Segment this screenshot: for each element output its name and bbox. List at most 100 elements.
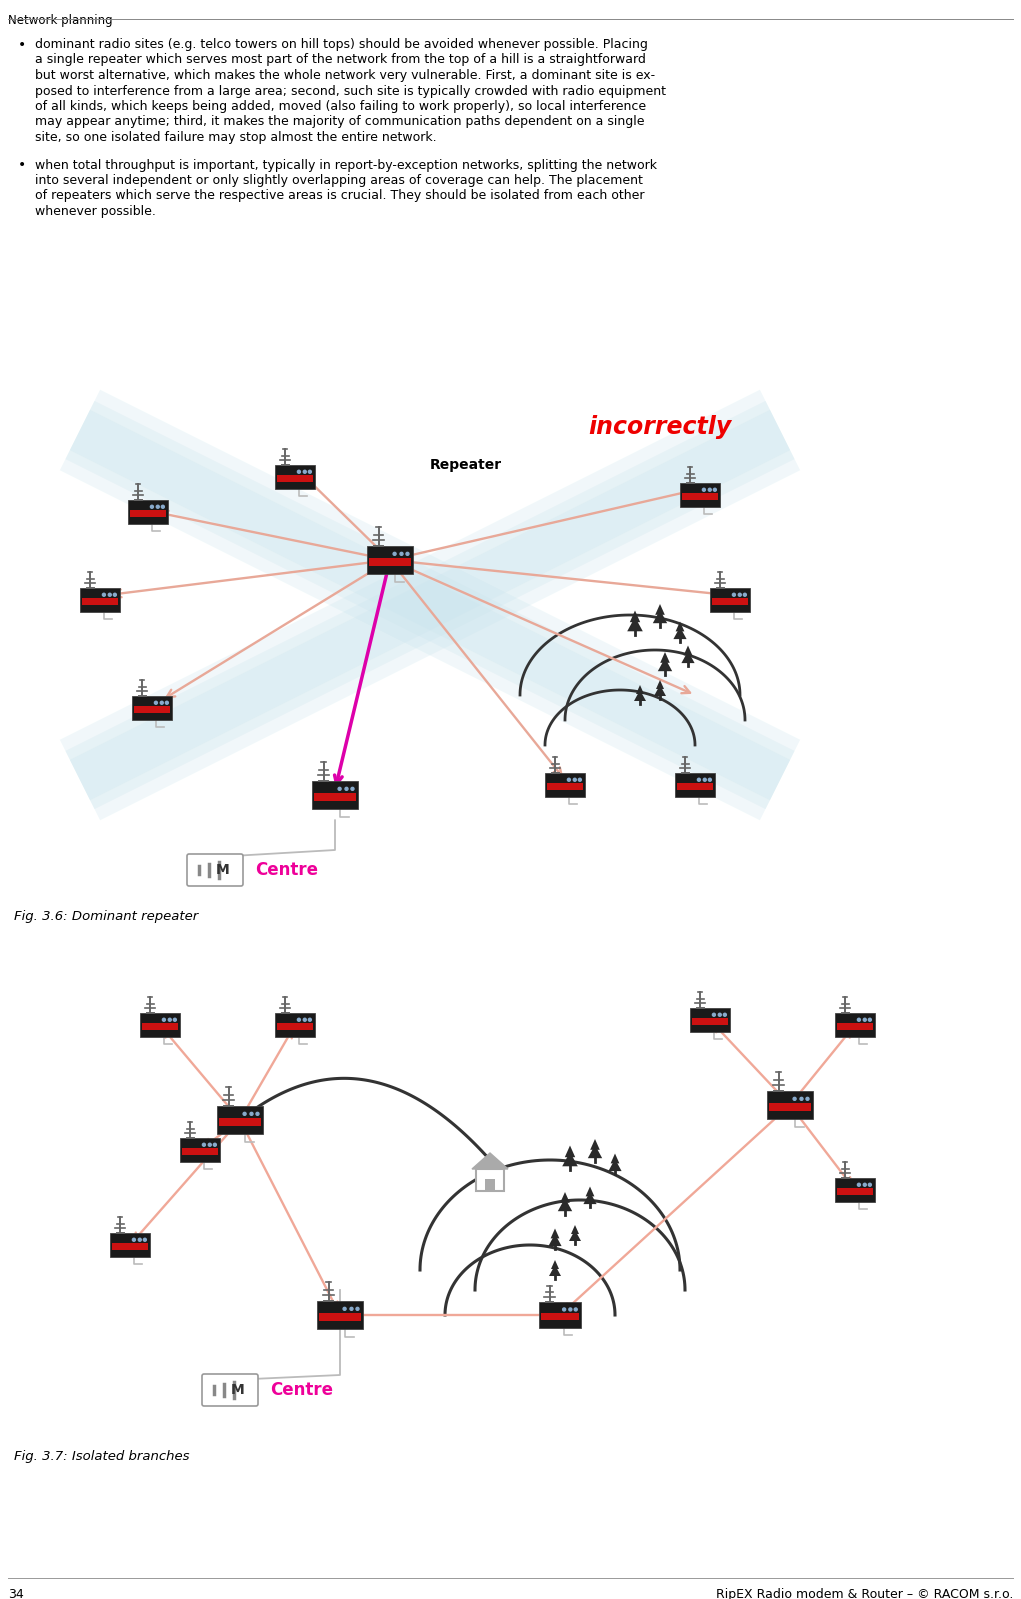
Bar	[81, 588, 119, 612]
Bar	[837, 1188, 873, 1194]
Circle shape	[308, 470, 311, 473]
Bar	[676, 772, 715, 796]
Circle shape	[250, 1113, 253, 1116]
Circle shape	[702, 488, 706, 491]
FancyArrowPatch shape	[791, 1030, 852, 1103]
Polygon shape	[655, 604, 665, 614]
Circle shape	[102, 593, 105, 596]
Circle shape	[156, 505, 159, 508]
Polygon shape	[627, 617, 643, 632]
Polygon shape	[565, 1145, 575, 1158]
Polygon shape	[472, 1153, 508, 1169]
Circle shape	[563, 1308, 566, 1311]
Bar	[135, 707, 169, 713]
Polygon shape	[652, 609, 667, 624]
Circle shape	[138, 1238, 141, 1241]
Polygon shape	[636, 684, 644, 694]
FancyArrowPatch shape	[395, 489, 690, 561]
Circle shape	[709, 779, 712, 782]
Bar	[711, 588, 749, 612]
Circle shape	[713, 1014, 716, 1017]
Circle shape	[743, 593, 746, 596]
Polygon shape	[557, 1198, 572, 1210]
Circle shape	[703, 779, 707, 782]
Circle shape	[574, 1308, 577, 1311]
Polygon shape	[69, 409, 790, 800]
Text: Fig. 3.6: Dominant repeater: Fig. 3.6: Dominant repeater	[14, 910, 198, 923]
Polygon shape	[583, 1191, 596, 1204]
Polygon shape	[561, 1191, 570, 1202]
Text: Fig. 3.7: Isolated branches: Fig. 3.7: Isolated branches	[14, 1450, 190, 1463]
Polygon shape	[609, 1159, 622, 1170]
Circle shape	[400, 552, 403, 555]
Polygon shape	[571, 1225, 579, 1234]
FancyArrowPatch shape	[299, 470, 386, 556]
Bar	[680, 483, 720, 507]
Bar	[369, 558, 411, 566]
Bar	[217, 1107, 263, 1134]
Bar	[713, 598, 747, 604]
Bar	[837, 1023, 873, 1030]
Circle shape	[350, 1308, 353, 1310]
Polygon shape	[65, 401, 794, 809]
Circle shape	[569, 1308, 572, 1311]
Bar	[539, 1303, 581, 1327]
Text: Centre: Centre	[270, 1382, 333, 1399]
FancyArrowPatch shape	[241, 1122, 338, 1310]
Bar	[314, 793, 356, 801]
Circle shape	[168, 1019, 172, 1022]
Circle shape	[697, 779, 700, 782]
Circle shape	[256, 1113, 259, 1116]
Circle shape	[161, 505, 164, 508]
Text: posed to interference from a large area; second, such site is typically crowded : posed to interference from a large area;…	[35, 85, 666, 98]
Circle shape	[793, 1097, 796, 1100]
Polygon shape	[611, 1153, 620, 1164]
Polygon shape	[563, 1151, 578, 1166]
Circle shape	[868, 1019, 871, 1022]
Circle shape	[406, 552, 409, 555]
Text: Centre: Centre	[255, 860, 318, 879]
Polygon shape	[569, 1230, 581, 1241]
Circle shape	[165, 702, 168, 704]
Bar	[276, 465, 314, 489]
Circle shape	[160, 702, 163, 704]
Bar	[131, 510, 165, 516]
Bar	[769, 1103, 811, 1111]
Polygon shape	[550, 1228, 560, 1238]
Circle shape	[568, 779, 571, 782]
Circle shape	[864, 1019, 866, 1022]
Polygon shape	[676, 622, 684, 632]
Polygon shape	[65, 401, 794, 809]
FancyArrowPatch shape	[335, 563, 389, 784]
Polygon shape	[630, 611, 640, 622]
Polygon shape	[590, 1138, 599, 1150]
Circle shape	[150, 505, 153, 508]
Text: Network planning: Network planning	[8, 14, 112, 27]
Polygon shape	[60, 390, 800, 820]
Bar	[485, 1178, 495, 1191]
Text: •: •	[18, 38, 27, 53]
Circle shape	[578, 779, 581, 782]
Circle shape	[174, 1019, 177, 1022]
Circle shape	[858, 1019, 861, 1022]
Polygon shape	[65, 401, 794, 809]
Bar	[276, 1014, 314, 1036]
Bar	[133, 696, 172, 720]
Text: of all kinds, which keeps being added, moved (also failing to work properly), so: of all kinds, which keeps being added, m…	[35, 101, 646, 114]
FancyArrowPatch shape	[393, 564, 562, 776]
Circle shape	[108, 593, 111, 596]
Circle shape	[297, 470, 300, 473]
FancyArrowPatch shape	[241, 1030, 292, 1118]
Circle shape	[723, 1014, 726, 1017]
Bar	[690, 1007, 730, 1031]
Text: 34: 34	[8, 1588, 23, 1599]
Bar	[181, 1138, 220, 1162]
Polygon shape	[657, 680, 664, 689]
Polygon shape	[588, 1145, 602, 1158]
Circle shape	[351, 787, 354, 790]
Bar	[312, 780, 358, 809]
Bar	[541, 1313, 579, 1321]
Circle shape	[213, 1143, 216, 1146]
Circle shape	[143, 1238, 146, 1241]
Circle shape	[162, 1019, 165, 1022]
